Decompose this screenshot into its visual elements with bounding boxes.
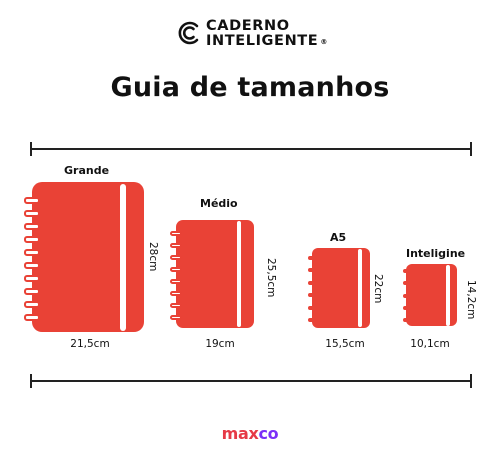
- c-logo-icon: [178, 21, 199, 45]
- notebook-cover: [32, 182, 144, 332]
- width-label-grande: 21,5cm: [70, 338, 110, 350]
- bottom-dimension-rule: [30, 380, 472, 382]
- bottom-rule-right-tick: [470, 374, 472, 388]
- size-name-medio: Médio: [200, 197, 238, 210]
- notebook-ring: [170, 231, 182, 236]
- notebook-ring: [170, 303, 182, 308]
- footer-logo: maxco: [0, 424, 500, 443]
- notebook-ring: [403, 306, 411, 310]
- height-label-a5: 22cm: [372, 274, 384, 304]
- notebook-ring: [403, 269, 411, 273]
- notebook-ring: [24, 275, 40, 282]
- notebook-ring: [308, 318, 317, 322]
- registered-mark: ®: [320, 38, 328, 46]
- notebook-ring: [24, 262, 40, 269]
- brand-name-line2-text: INTELIGENTE: [206, 33, 319, 49]
- notebook-ring: [403, 318, 411, 322]
- notebook-ring: [24, 301, 40, 308]
- notebook-medio: [170, 220, 254, 328]
- width-label-a5: 15,5cm: [325, 338, 365, 350]
- notebook-a5: [308, 248, 370, 328]
- brand-name-line1: CADERNO: [206, 18, 290, 34]
- notebook-ring: [24, 249, 40, 256]
- size-name-inteligine: Inteligine: [406, 247, 466, 260]
- notebook-cover: [176, 220, 254, 328]
- notebook-ring: [24, 314, 40, 321]
- notebook-ring: [308, 293, 317, 297]
- notebook-ring: [308, 281, 317, 285]
- notebook-ring: [403, 281, 411, 285]
- bottom-rule-left-tick: [30, 374, 32, 388]
- notebook-ring: [170, 267, 182, 272]
- notebook-ring: [24, 210, 40, 217]
- notebook-ring: [24, 223, 40, 230]
- notebook-ring: [24, 288, 40, 295]
- notebook-ring: [170, 315, 182, 320]
- footer-logo-part1: max: [221, 424, 259, 443]
- width-label-medio: 19cm: [205, 338, 235, 350]
- top-dimension-rule: [30, 148, 472, 150]
- width-label-inteligine: 10,1cm: [410, 338, 450, 350]
- notebook-elastic-slot: [120, 184, 126, 331]
- notebook-elastic-slot: [237, 221, 241, 327]
- notebook-ring: [24, 197, 40, 204]
- notebook-elastic-slot: [446, 265, 450, 326]
- top-rule-left-tick: [30, 142, 32, 156]
- notebook-elastic-slot: [358, 249, 362, 327]
- brand-name-line2: INTELIGENTE ®: [206, 34, 328, 49]
- notebook-ring: [170, 255, 182, 260]
- notebook-ring: [308, 306, 317, 310]
- height-label-medio: 25,5cm: [265, 258, 277, 298]
- size-name-grande: Grande: [64, 164, 110, 177]
- notebook-grande: [24, 182, 144, 332]
- notebook-ring: [403, 294, 411, 298]
- page-title: Guia de tamanhos: [110, 72, 390, 103]
- notebook-ring: [170, 279, 182, 284]
- height-label-grande: 28cm: [147, 242, 159, 272]
- notebook-ring: [24, 236, 40, 243]
- size-name-a5: A5: [330, 231, 347, 244]
- notebook-ring: [170, 243, 182, 248]
- notebook-ring: [308, 268, 317, 272]
- notebook-ring: [170, 291, 182, 296]
- footer-logo-part2: co: [258, 424, 279, 443]
- top-rule-right-tick: [470, 142, 472, 156]
- notebook-ring: [308, 256, 317, 260]
- height-label-inteligine: 14,2cm: [465, 280, 477, 320]
- notebook-inteligine: [403, 264, 457, 326]
